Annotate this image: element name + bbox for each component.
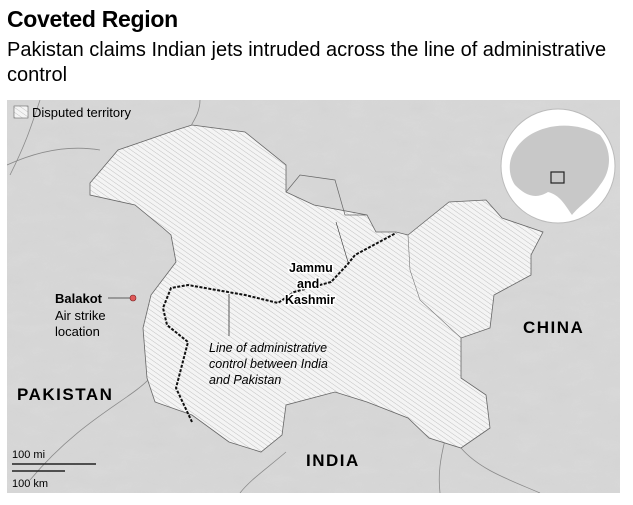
scale-bar: 100 mi 100 km (12, 449, 96, 490)
svg-text:Kashmir: Kashmir (285, 293, 335, 307)
hatch-swatch-icon (13, 105, 29, 119)
legend-label: Disputed territory (32, 105, 131, 120)
map-title: Coveted Region (7, 6, 178, 32)
balakot-desc: Air strike (55, 308, 106, 323)
svg-text:and Pakistan: and Pakistan (209, 373, 281, 387)
country-label-china: CHINA (523, 318, 584, 337)
country-label-pakistan: PAKISTAN (17, 385, 113, 404)
svg-text:Line of administrative: Line of administrative (209, 341, 327, 355)
disputed-territory (89, 124, 544, 453)
svg-text:and: and (297, 277, 319, 291)
loc-caption: Line of administrative control between I… (209, 341, 328, 387)
svg-text:control between India: control between India (209, 357, 328, 371)
balakot-label: Balakot (55, 291, 103, 306)
locator-box (550, 171, 565, 184)
balakot-marker (129, 294, 137, 302)
svg-text:100 mi: 100 mi (12, 449, 45, 461)
kashmir-map: Disputed territory Balakot Air strike lo… (7, 100, 620, 493)
border-lines (7, 100, 541, 493)
balakot-desc: location (55, 324, 100, 339)
svg-text:Jammu: Jammu (289, 261, 333, 275)
globe-locator-icon (500, 108, 616, 224)
svg-text:100 km: 100 km (12, 478, 48, 490)
map-subtitle: Pakistan claims Indian jets intruded acr… (7, 39, 607, 86)
region-label: Jammu and Kashmir (284, 260, 337, 309)
country-label-india: INDIA (306, 451, 360, 470)
